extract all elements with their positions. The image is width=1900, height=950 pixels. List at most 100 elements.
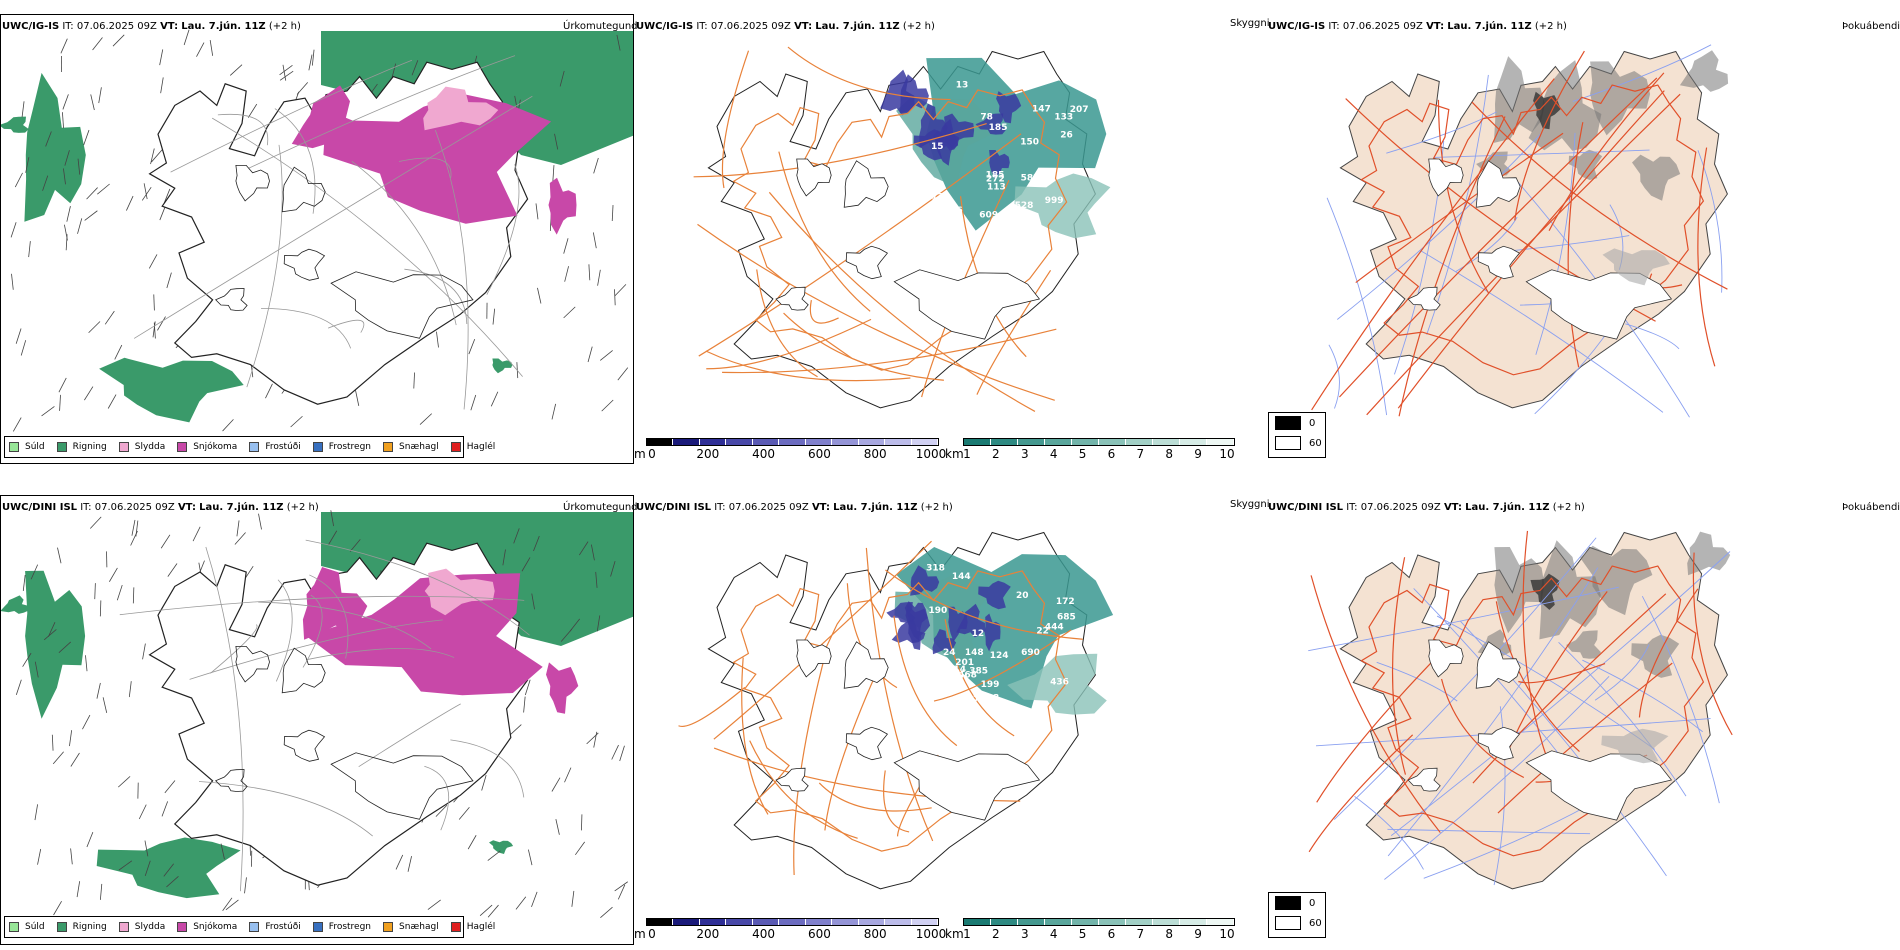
glacier-outline <box>215 769 248 792</box>
colorbar-tick: 5 <box>1078 927 1087 941</box>
legend-item: Slydda <box>118 442 165 452</box>
legend-item: Frostregn <box>312 922 371 932</box>
ceiling-label: 376 <box>944 206 963 216</box>
glacier <box>1477 726 1521 761</box>
legend-label: Frostúði <box>265 922 301 932</box>
colorbar-unit: km <box>945 927 964 941</box>
colorbar-tick: 2 <box>992 927 1000 941</box>
panel-title-precip-row0: UWC/IG-IS IT: 07.06.2025 09Z VT: Lau. 7.… <box>2 21 301 32</box>
ceiling-label: 999 <box>1045 196 1064 206</box>
colorbar-cells <box>963 918 1235 926</box>
fog-map-svg-row1 <box>1308 530 1733 890</box>
legend-label: Rigning <box>72 442 107 452</box>
legend-label: Snæhagl <box>399 442 439 452</box>
colorbar-cell <box>1045 439 1072 445</box>
ceiling-label: 190 <box>928 606 947 616</box>
ceiling-label: 185 <box>986 171 1005 181</box>
visibility-colorbar-row1: km 1 2 3 4 5 6 7 8 9 10 <box>945 918 1235 942</box>
ceiling-label: 685 <box>1057 613 1076 623</box>
legend-swatch <box>450 922 461 932</box>
colorbar-cell <box>885 919 912 925</box>
glacier-outline <box>845 245 889 280</box>
legend-swatch <box>450 442 461 452</box>
ceiling-colorbar-row1: m 0 200 400 600 800 1000 <box>634 918 946 942</box>
legend-item: Rigning <box>56 442 107 452</box>
fog-area <box>1493 56 1545 143</box>
legend-label: Haglél <box>466 922 496 932</box>
colorbar-cell <box>858 919 886 925</box>
rain-area <box>492 358 513 374</box>
low-visibility-area <box>1014 173 1111 239</box>
legend-label: Snjókoma <box>193 442 238 452</box>
fog-area <box>1687 531 1731 576</box>
colorbar-tick: 8 <box>1165 447 1174 461</box>
fog-map-svg-row0 <box>1311 44 1729 418</box>
colorbar-cell <box>885 439 912 445</box>
colorbar-tick: 3 <box>1020 927 1029 941</box>
snow-area <box>546 662 579 714</box>
glacier <box>1407 286 1441 311</box>
fog-area <box>1539 540 1601 640</box>
colorbar-tick: 400 <box>752 927 776 941</box>
legend-item: Súld <box>9 442 45 452</box>
colorbar-cells <box>646 918 939 926</box>
legend-item: Snjókoma <box>177 922 237 932</box>
rain-area <box>1 595 30 614</box>
ceiling-label: 124 <box>990 651 1009 661</box>
rain-area <box>25 570 86 719</box>
fog-area <box>1602 248 1670 286</box>
colorbar-tick: 4 <box>1049 447 1058 461</box>
glacier-outline <box>235 165 270 202</box>
legend-item: Slydda <box>118 922 165 932</box>
ceiling-label: 444 <box>1045 622 1064 632</box>
glacier-outline <box>283 729 326 762</box>
colorbar-cell <box>752 919 780 925</box>
sleet-area <box>423 86 499 131</box>
ceiling-label: 78 <box>980 112 993 122</box>
snow-area <box>306 573 543 696</box>
low-ceiling-spot <box>996 91 1022 124</box>
legend-label: Haglél <box>466 442 496 452</box>
ceiling-label: 172 <box>1056 597 1075 607</box>
colorbar-cell <box>1153 919 1180 925</box>
glacier-outline <box>215 288 248 311</box>
ceiling-label: 12 <box>972 629 985 639</box>
ceiling-label: 133 <box>1054 112 1073 122</box>
ceiling-label: 528 <box>1015 201 1034 211</box>
legend-swatch <box>312 922 323 932</box>
visibility-map-row0: 15 13 185 147 113 207 78 133 609 985 999 376 185 528 1… <box>634 14 1234 464</box>
ceiling-label: 113 <box>987 183 1006 193</box>
colorbar-cell <box>1207 919 1234 925</box>
fog-map-label-row1: Þokuábendi <box>1842 502 1900 513</box>
fog-area <box>1530 573 1560 610</box>
colorbar-tick: 9 <box>1194 447 1202 461</box>
roads <box>693 46 1068 412</box>
colorbar-tick: 600 <box>807 927 831 941</box>
precip-type-map-row0 <box>0 14 634 464</box>
colorbar-cell <box>832 439 859 445</box>
legend-item: Rigning <box>56 922 107 932</box>
panel-title-fog-row0: UWC/IG-IS IT: 07.06.2025 09Z VT: Lau. 7.… <box>1268 21 1567 32</box>
glacier-outline <box>283 248 326 281</box>
precip-type-map-row1 <box>0 495 634 945</box>
ceiling-label: 201 <box>955 658 974 668</box>
rain-area <box>96 837 241 899</box>
fog-map-label-row0: Þokuábendi <box>1842 21 1900 32</box>
ceiling-label: 468 <box>958 671 977 681</box>
colorbar-tick: 1 <box>963 927 971 941</box>
glacier-outline <box>330 271 474 339</box>
colorbar-cell <box>1018 919 1045 925</box>
glacier-outline <box>893 750 1041 821</box>
legend-item: Frostregn <box>312 442 371 452</box>
colorbar-unit: m <box>634 927 646 941</box>
low-ceiling-spot <box>978 580 1011 610</box>
rain-area <box>99 357 244 423</box>
colorbar-tick: 0 <box>648 927 656 941</box>
legend-label: Frostúði <box>265 442 301 452</box>
colorbar-tick: 400 <box>752 447 776 461</box>
low-ceiling-spot <box>910 565 940 596</box>
legend-item: Snæhagl <box>383 922 439 932</box>
colorbar-cell <box>991 919 1018 925</box>
legend-swatch <box>249 442 260 452</box>
colorbar-tick: 200 <box>696 447 720 461</box>
